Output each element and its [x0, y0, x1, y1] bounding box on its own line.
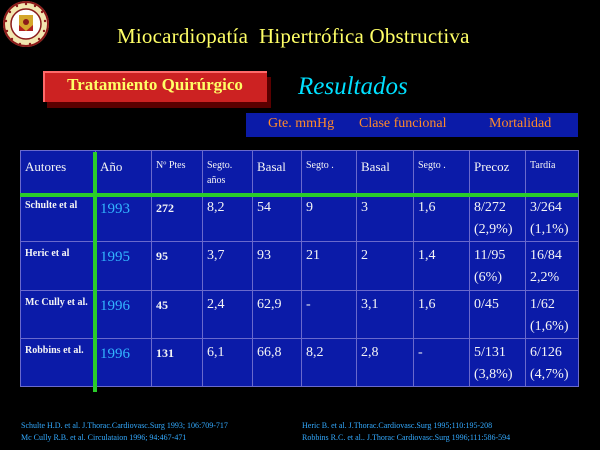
column-header: Autores — [20, 150, 96, 194]
author-cell: Schulte et al — [20, 192, 96, 243]
gradient-basal-cell: 62,9 — [252, 289, 302, 339]
early-percent: (3,8%) — [474, 366, 513, 382]
late-percent: (1,6%) — [530, 318, 569, 334]
early-count: 0/45 — [474, 296, 499, 312]
early-mortality-cell: 8/272 (2,9%) — [469, 192, 526, 243]
column-header: Segto . — [413, 150, 470, 194]
references-left: Schulte H.D. et al. J.Thorac.Cardiovasc.… — [21, 420, 228, 444]
column-header: Segto . — [301, 150, 357, 194]
class-basal-cell: 3,1 — [356, 289, 414, 339]
early-percent: (2,9%) — [474, 222, 513, 237]
early-mortality-cell: 0/45 — [469, 289, 526, 339]
late-count: 6/126 — [530, 344, 562, 360]
year-cell: 1993 — [95, 192, 152, 243]
results-table: Autores Año Nº Ptes Segto. años Basal Se… — [20, 150, 579, 388]
table-row: Heric et al 1995 95 3,7 93 21 2 1,4 11/9… — [20, 241, 579, 291]
reference: Schulte H.D. et al. J.Thorac.Cardiovasc.… — [21, 421, 228, 430]
early-count: 8/272 — [474, 200, 506, 215]
year-cell: 1996 — [95, 337, 152, 388]
class-basal-cell: 2,8 — [356, 337, 414, 388]
patients-cell: 131 — [151, 337, 203, 388]
followup-cell: 3,7 — [202, 241, 253, 291]
gradient-header: Gte. mmHg — [268, 116, 335, 131]
followup-cell: 6,1 — [202, 337, 253, 388]
early-count: 5/131 — [474, 344, 506, 360]
late-mortality-cell: 16/84 2,2% — [525, 241, 579, 291]
late-count: 3/264 — [530, 200, 562, 215]
patients-cell: 45 — [151, 289, 203, 339]
late-percent: 2,2% — [530, 270, 560, 286]
class-followup-cell: 1,4 — [413, 241, 470, 291]
late-count: 1/62 — [530, 296, 555, 312]
patients-cell: 95 — [151, 241, 203, 291]
late-mortality-cell: 6/126 (4,7%) — [525, 337, 579, 388]
early-count: 11/95 — [474, 248, 506, 264]
references-right: Heric B. et al. J.Thorac.Cardiovasc.Surg… — [302, 420, 510, 444]
author-cell: Heric et al — [20, 241, 96, 291]
treatment-label: Tratamiento Quirúrgico — [67, 75, 243, 94]
treatment-box: Tratamiento Quirúrgico — [43, 71, 273, 108]
slide-title: Miocardiopatía Hipertrófica Obstructiva — [117, 24, 470, 48]
class-followup-cell: 1,6 — [413, 192, 470, 243]
early-mortality-cell: 5/131 (3,8%) — [469, 337, 526, 388]
column-header: Precoz — [469, 150, 526, 194]
column-header: Año — [95, 150, 152, 194]
gradient-followup-cell: 9 — [301, 192, 357, 243]
class-followup-cell: - — [413, 337, 470, 388]
group-header-bar: Gte. mmHg Clase funcional Mortalidad — [246, 113, 578, 137]
results-heading: Resultados — [298, 73, 408, 100]
class-followup-cell: 1,6 — [413, 289, 470, 339]
university-seal-icon — [2, 0, 50, 48]
vertical-divider — [93, 152, 97, 392]
early-mortality-cell: 11/95 (6%) — [469, 241, 526, 291]
column-header: Nº Ptes — [151, 150, 203, 194]
column-header: Tardía — [525, 150, 579, 194]
horizontal-divider — [20, 193, 578, 197]
table-row: Robbins et al. 1996 131 6,1 66,8 8,2 2,8… — [20, 337, 579, 388]
year-cell: 1996 — [95, 289, 152, 339]
class-basal-cell: 2 — [356, 241, 414, 291]
late-percent: (1,1%) — [530, 222, 569, 237]
gradient-followup-cell: 21 — [301, 241, 357, 291]
table-row: Mc Cully et al. 1996 45 2,4 62,9 - 3,1 1… — [20, 289, 579, 339]
functional-class-header: Clase funcional — [359, 116, 447, 131]
reference: Heric B. et al. J.Thorac.Cardiovasc.Surg… — [302, 421, 493, 430]
followup-cell: 8,2 — [202, 192, 253, 243]
early-percent: (6%) — [474, 270, 502, 286]
gradient-followup-cell: 8,2 — [301, 337, 357, 388]
late-mortality-cell: 1/62 (1,6%) — [525, 289, 579, 339]
late-count: 16/84 — [530, 248, 562, 264]
gradient-followup-cell: - — [301, 289, 357, 339]
reference: Mc Cully R.B. et al. Circulataion 1996; … — [21, 433, 187, 442]
mortality-header: Mortalidad — [489, 116, 552, 131]
column-header: Basal — [252, 150, 302, 194]
class-basal-cell: 3 — [356, 192, 414, 243]
gradient-basal-cell: 66,8 — [252, 337, 302, 388]
patients-cell: 272 — [151, 192, 203, 243]
column-header: Segto. años — [202, 150, 253, 194]
gradient-basal-cell: 93 — [252, 241, 302, 291]
followup-cell: 2,4 — [202, 289, 253, 339]
table-header-row: Autores Año Nº Ptes Segto. años Basal Se… — [20, 150, 579, 194]
late-percent: (4,7%) — [530, 366, 569, 382]
gradient-basal-cell: 54 — [252, 192, 302, 243]
late-mortality-cell: 3/264 (1,1%) — [525, 192, 579, 243]
author-cell: Robbins et al. — [20, 337, 96, 388]
column-header: Basal — [356, 150, 414, 194]
year-cell: 1995 — [95, 241, 152, 291]
reference: Robbins R.C. et al.. J.Thorac Cardiovasc… — [302, 433, 511, 442]
author-cell: Mc Cully et al. — [20, 289, 96, 339]
table-row: Schulte et al 1993 272 8,2 54 9 3 1,6 8/… — [20, 192, 579, 243]
